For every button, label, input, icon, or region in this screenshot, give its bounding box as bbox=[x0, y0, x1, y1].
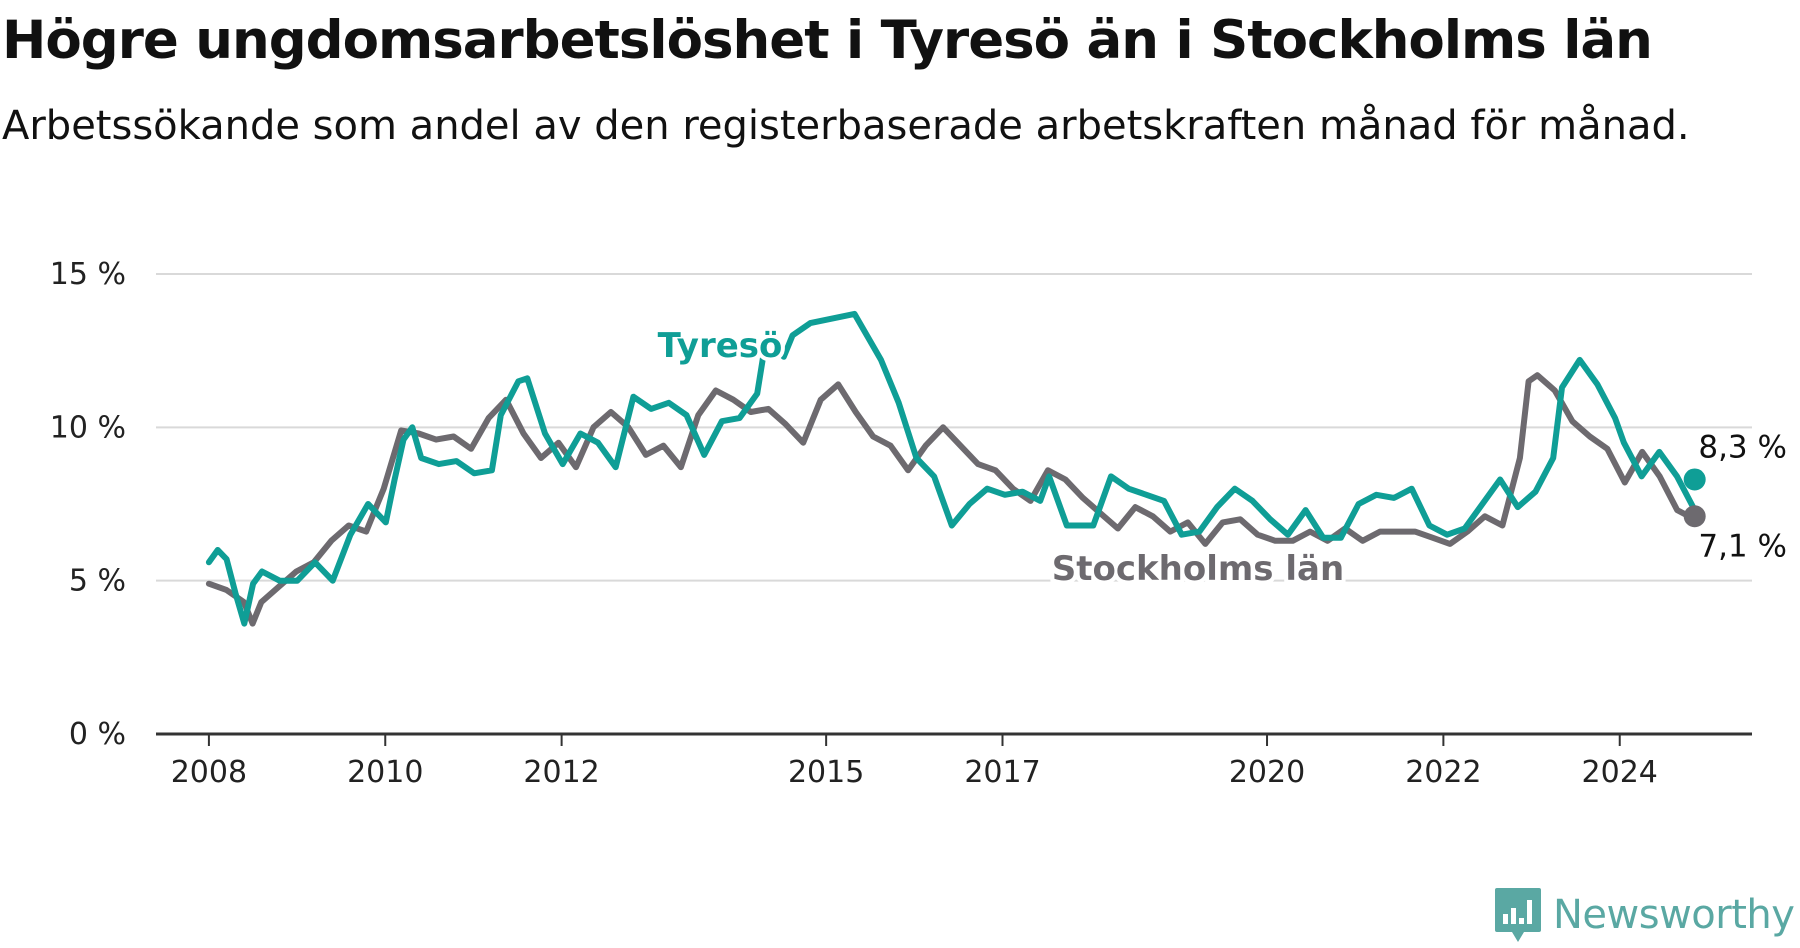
brand-name: Newsworthy bbox=[1553, 892, 1795, 938]
labels-layer: 8,3 % 7,1 % Tyresö Stockholms län bbox=[654, 322, 1787, 593]
end-label-stockholms-lan: 7,1 % bbox=[1698, 528, 1787, 564]
x-tick-label: 2015 bbox=[788, 755, 864, 790]
x-tick-label: 2010 bbox=[347, 755, 423, 790]
x-tick-label: 2017 bbox=[964, 755, 1040, 790]
x-axis-ticks: 2008 2010 2012 2015 2017 2020 2022 2024 bbox=[171, 734, 1658, 790]
y-tick-label: 10 % bbox=[50, 410, 126, 445]
series-layer bbox=[205, 310, 1706, 627]
chart-subtitle: Arbetssökande som andel av den registerb… bbox=[2, 103, 1690, 149]
x-tick-label: 2012 bbox=[523, 755, 599, 790]
y-axis-ticks: 0 % 5 % 10 % 15 % bbox=[50, 257, 126, 752]
end-point-tyreso bbox=[1683, 468, 1706, 491]
newsworthy-logo-icon bbox=[1495, 888, 1541, 942]
x-tick-label: 2020 bbox=[1229, 755, 1305, 790]
y-tick-label: 5 % bbox=[69, 564, 126, 599]
x-tick-label: 2022 bbox=[1405, 755, 1481, 790]
y-tick-label: 15 % bbox=[50, 257, 126, 292]
y-tick-label: 0 % bbox=[69, 717, 126, 752]
grid-lines bbox=[156, 273, 1752, 582]
series-line-tyreso bbox=[205, 310, 1698, 627]
chart-title: Högre ungdomsarbetslöshet i Tyresö än i … bbox=[2, 10, 1653, 71]
x-tick-label: 2008 bbox=[171, 755, 247, 790]
series-label-stockholms-lan: Stockholms län bbox=[1052, 549, 1344, 589]
newsworthy-brand: Newsworthy bbox=[1493, 886, 1795, 944]
series-label-tyreso: Tyresö bbox=[658, 326, 783, 366]
series-line-stockholms-lan bbox=[205, 372, 1698, 627]
end-label-tyreso: 8,3 % bbox=[1698, 429, 1787, 465]
end-point-stockholms-lan bbox=[1683, 505, 1706, 528]
x-tick-label: 2024 bbox=[1582, 755, 1658, 790]
